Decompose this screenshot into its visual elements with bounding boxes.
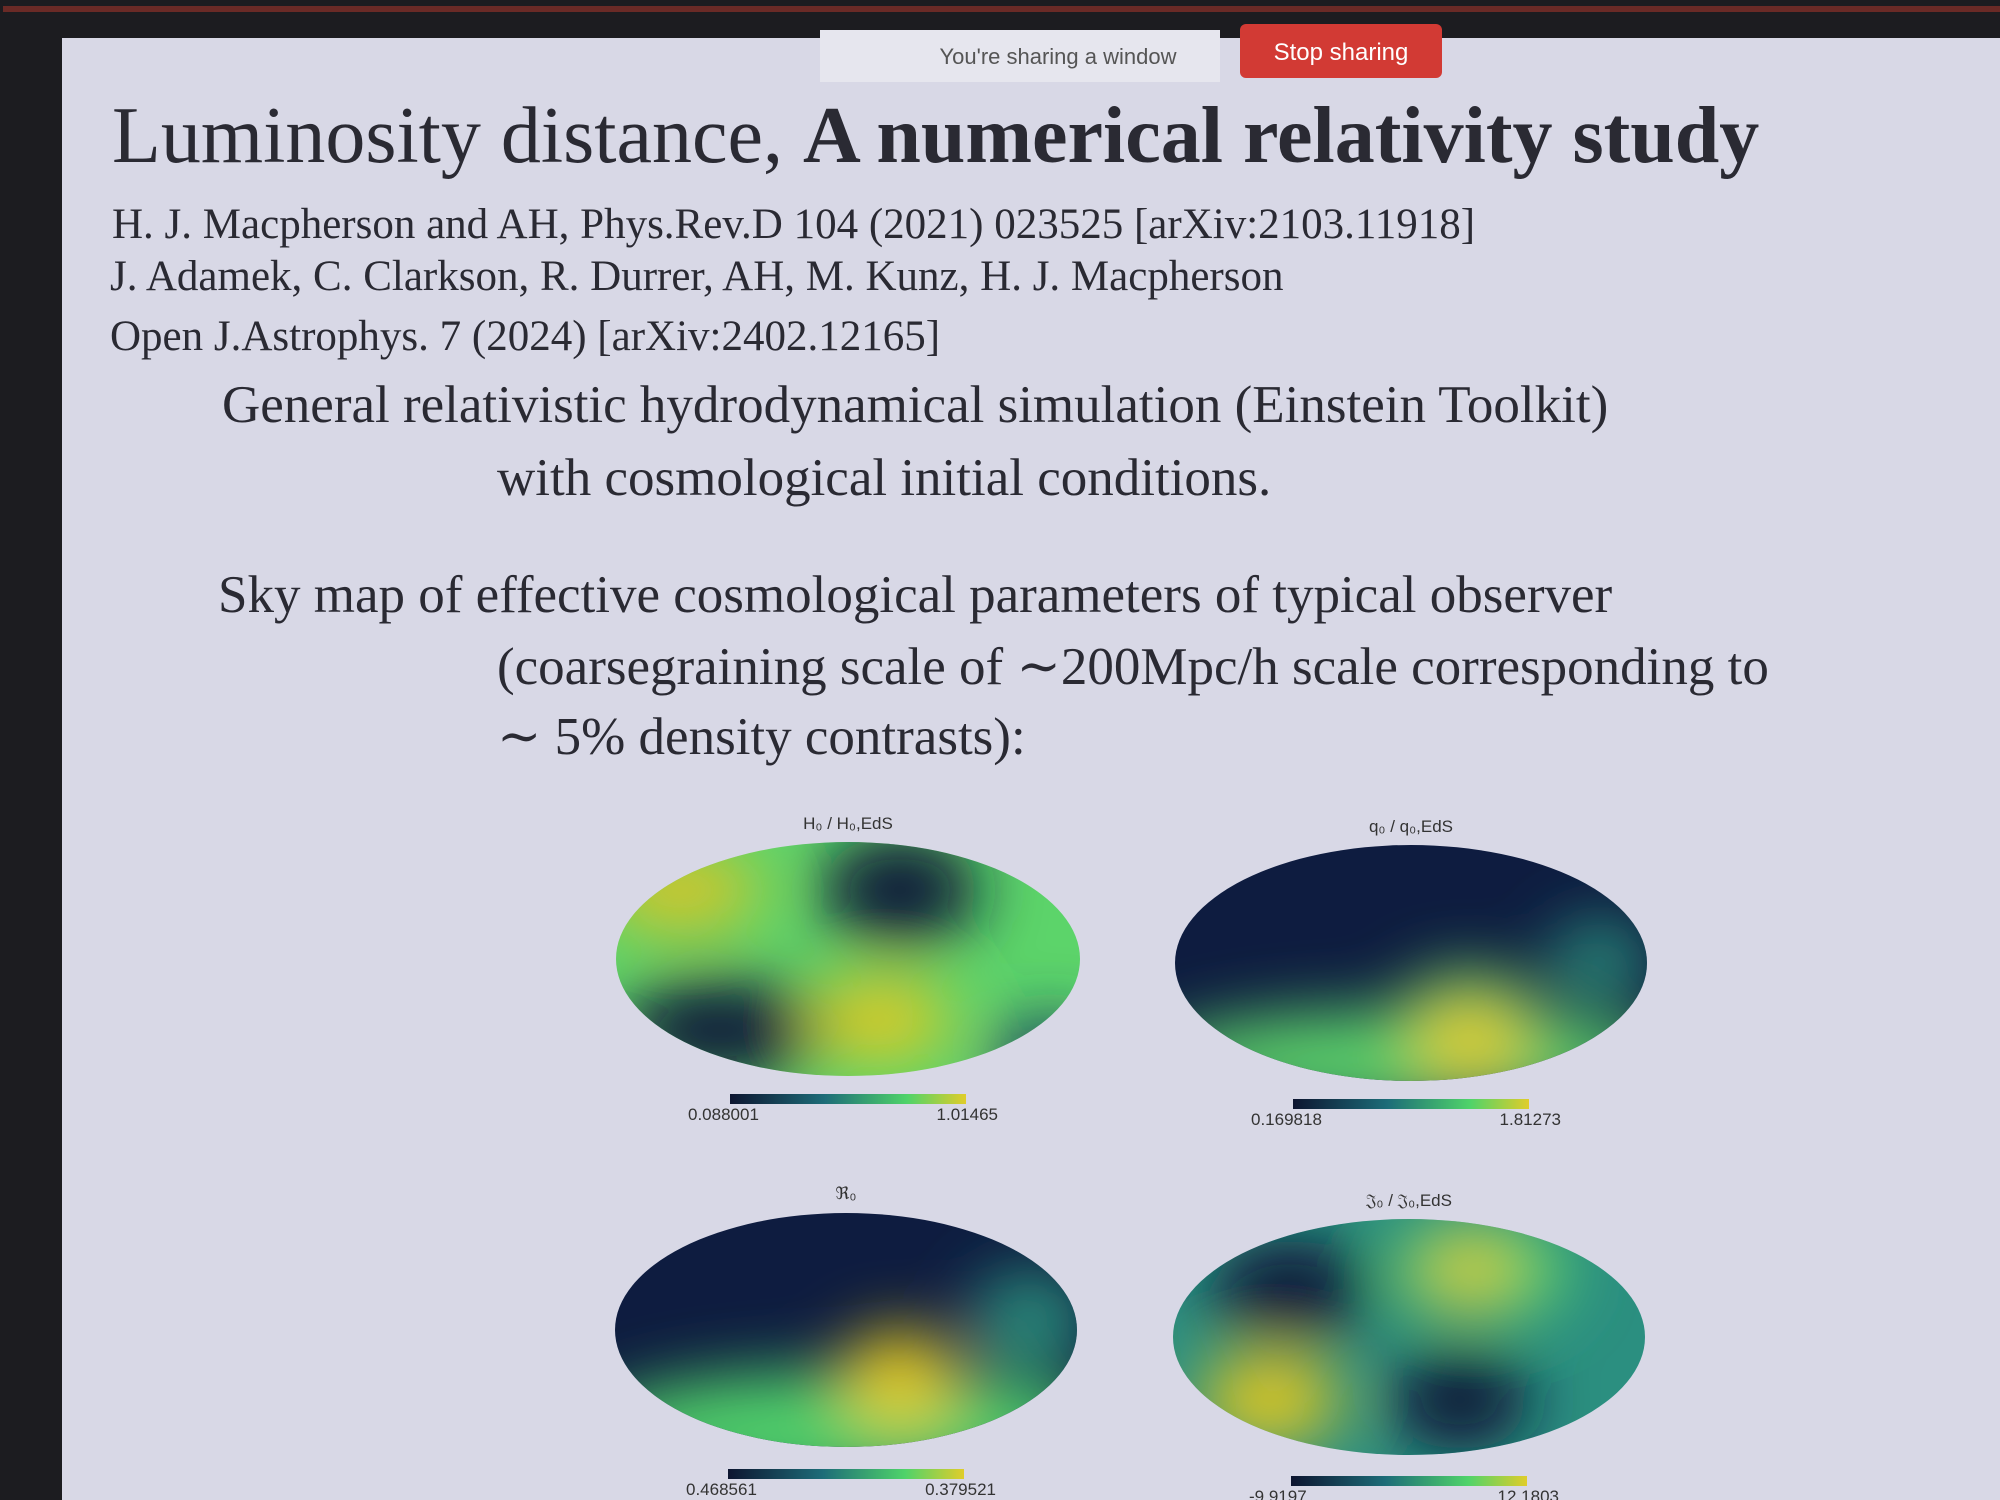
colorbar <box>1293 1099 1529 1109</box>
window-edge <box>3 6 2000 12</box>
reference: J. Adamek, C. Clarkson, R. Durrer, AH, M… <box>110 253 1283 300</box>
map-label: H₀ / H₀,EdS <box>803 814 893 833</box>
colorbar-min: 0.468561 <box>686 1480 757 1499</box>
slide-title: Luminosity distance, A numerical relativ… <box>112 92 1759 180</box>
colorbar-min: 0.169818 <box>1251 1110 1322 1129</box>
colorbar-max: 1.81273 <box>1500 1110 1561 1129</box>
title-bold: A numerical relativity study <box>803 92 1759 180</box>
stop-sharing-label[interactable]: Stop sharing <box>1274 39 1409 66</box>
colorbar-min: -9.9197 <box>1249 1487 1307 1500</box>
map-label: q₀ / q₀,EdS <box>1369 817 1453 836</box>
body-text: Sky map of effective cosmological parame… <box>218 566 1613 624</box>
share-message: You're sharing a window <box>940 44 1177 69</box>
sky-map <box>615 1213 1077 1447</box>
reference: H. J. Macpherson and AH, Phys.Rev.D 104 … <box>112 201 1475 248</box>
colorbar-max: 1.01465 <box>937 1105 998 1124</box>
reference: Open J.Astrophys. 7 (2024) [arXiv:2402.1… <box>110 313 940 360</box>
colorbar <box>728 1469 964 1479</box>
body-text: with cosmological initial conditions. <box>497 449 1271 507</box>
stop-sharing-button[interactable] <box>1240 24 1442 78</box>
title-plain: Luminosity distance, <box>112 92 803 180</box>
sky-map <box>1173 1219 1645 1455</box>
colorbar <box>1291 1476 1527 1486</box>
body-text: ∼ 5% density contrasts): <box>497 708 1026 766</box>
sky-map <box>1175 845 1647 1081</box>
share-bar <box>820 30 1220 82</box>
colorbar-max: 12.1803 <box>1498 1487 1559 1500</box>
body-text: General relativistic hydrodynamical simu… <box>222 376 1608 434</box>
body-text: (coarsegraining scale of ∼200Mpc/h scale… <box>497 638 1769 696</box>
map-label: 𝔍₀ / 𝔍₀,EdS <box>1365 1191 1452 1210</box>
map-label: ℜ₀ <box>836 1184 857 1203</box>
colorbar <box>730 1094 966 1104</box>
colorbar-max: 0.379521 <box>925 1480 996 1499</box>
colorbar-min: 0.088001 <box>688 1105 759 1124</box>
slide <box>62 38 2000 1500</box>
